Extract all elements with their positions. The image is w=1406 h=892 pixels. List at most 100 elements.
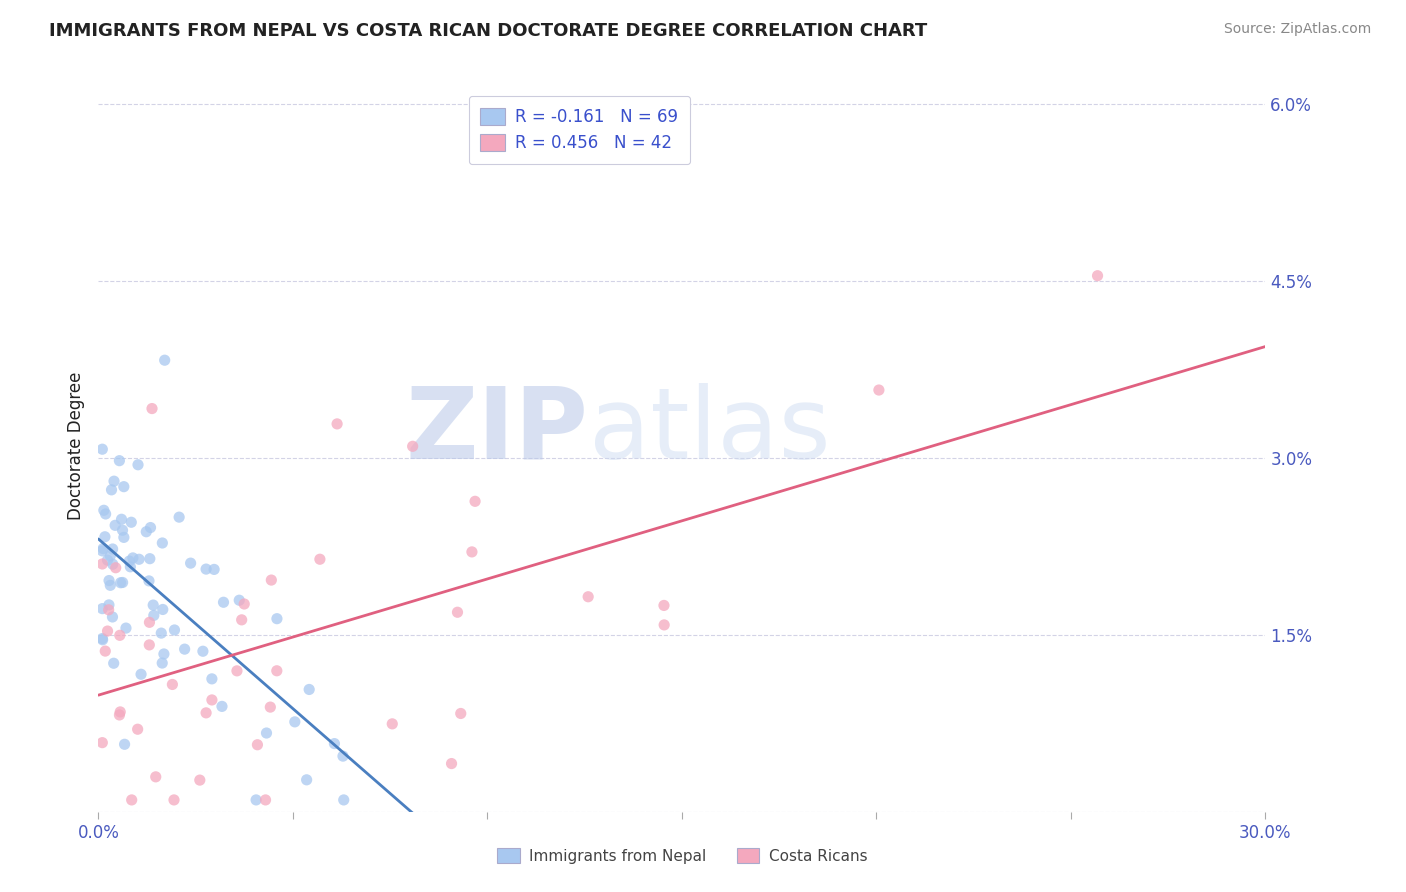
Point <box>142 598 165 612</box>
Point <box>231 613 253 627</box>
Point <box>98 574 121 588</box>
Point <box>97 598 120 612</box>
Point <box>108 708 131 723</box>
Point <box>120 515 142 529</box>
Point <box>91 544 114 558</box>
Point <box>150 656 173 670</box>
Point <box>145 770 167 784</box>
Point <box>108 453 131 467</box>
Point <box>332 793 354 807</box>
Point <box>295 772 318 787</box>
Point <box>111 523 134 537</box>
Point <box>195 706 218 720</box>
Point <box>323 737 346 751</box>
Point <box>138 638 160 652</box>
Point <box>233 597 256 611</box>
Point <box>254 793 277 807</box>
Point <box>96 624 118 638</box>
Point <box>245 793 267 807</box>
Point <box>135 524 157 539</box>
Point <box>326 417 349 431</box>
Point <box>1087 268 1109 283</box>
Point <box>101 558 124 572</box>
Point <box>201 672 224 686</box>
Point <box>110 575 132 590</box>
Point <box>163 793 186 807</box>
Point <box>91 557 114 571</box>
Point <box>450 706 472 721</box>
Point <box>94 507 117 521</box>
Point <box>256 726 278 740</box>
Point <box>201 693 224 707</box>
Point <box>121 793 143 807</box>
Point <box>652 618 675 632</box>
Point <box>98 578 121 592</box>
Point <box>211 699 233 714</box>
Point <box>98 549 121 563</box>
Point <box>110 705 132 719</box>
Point <box>91 632 114 646</box>
Point <box>103 657 125 671</box>
Text: ZIP: ZIP <box>406 383 589 480</box>
Point <box>91 601 114 615</box>
Text: atlas: atlas <box>589 383 830 480</box>
Point <box>94 530 117 544</box>
Point <box>309 552 332 566</box>
Point <box>150 536 173 550</box>
Point <box>152 602 174 616</box>
Point <box>129 667 152 681</box>
Point <box>212 595 235 609</box>
Point <box>96 553 118 567</box>
Point <box>259 700 281 714</box>
Point <box>226 664 249 678</box>
Y-axis label: Doctorate Degree: Doctorate Degree <box>66 372 84 520</box>
Point <box>188 773 211 788</box>
Text: Source: ZipAtlas.com: Source: ZipAtlas.com <box>1223 22 1371 37</box>
Point <box>162 677 184 691</box>
Point <box>138 615 160 630</box>
Point <box>461 545 484 559</box>
Point <box>139 520 162 534</box>
Point <box>202 562 225 576</box>
Point <box>128 552 150 566</box>
Point <box>122 550 145 565</box>
Point <box>180 556 202 570</box>
Point <box>111 575 134 590</box>
Point <box>104 518 127 533</box>
Point <box>464 494 486 508</box>
Point <box>446 605 468 619</box>
Point <box>163 623 186 637</box>
Point <box>440 756 463 771</box>
Point <box>284 714 307 729</box>
Point <box>260 573 283 587</box>
Point <box>139 551 162 566</box>
Point <box>91 736 114 750</box>
Point <box>652 599 675 613</box>
Point <box>141 401 163 416</box>
Point <box>91 541 114 556</box>
Point <box>108 628 131 642</box>
Point <box>94 644 117 658</box>
Point <box>332 749 354 764</box>
Point <box>127 458 149 472</box>
Point <box>118 554 141 568</box>
Point <box>104 560 127 574</box>
Point <box>266 612 288 626</box>
Point <box>100 483 122 497</box>
Point <box>195 562 218 576</box>
Point <box>114 737 136 751</box>
Point <box>868 383 890 397</box>
Point <box>167 510 190 524</box>
Point <box>153 353 176 368</box>
Point <box>101 610 124 624</box>
Point <box>110 512 132 526</box>
Point <box>298 682 321 697</box>
Point <box>153 647 176 661</box>
Point <box>91 632 114 647</box>
Point <box>91 442 114 457</box>
Point <box>112 480 135 494</box>
Point <box>142 608 165 623</box>
Point <box>576 590 599 604</box>
Point <box>150 626 173 640</box>
Point <box>127 723 149 737</box>
